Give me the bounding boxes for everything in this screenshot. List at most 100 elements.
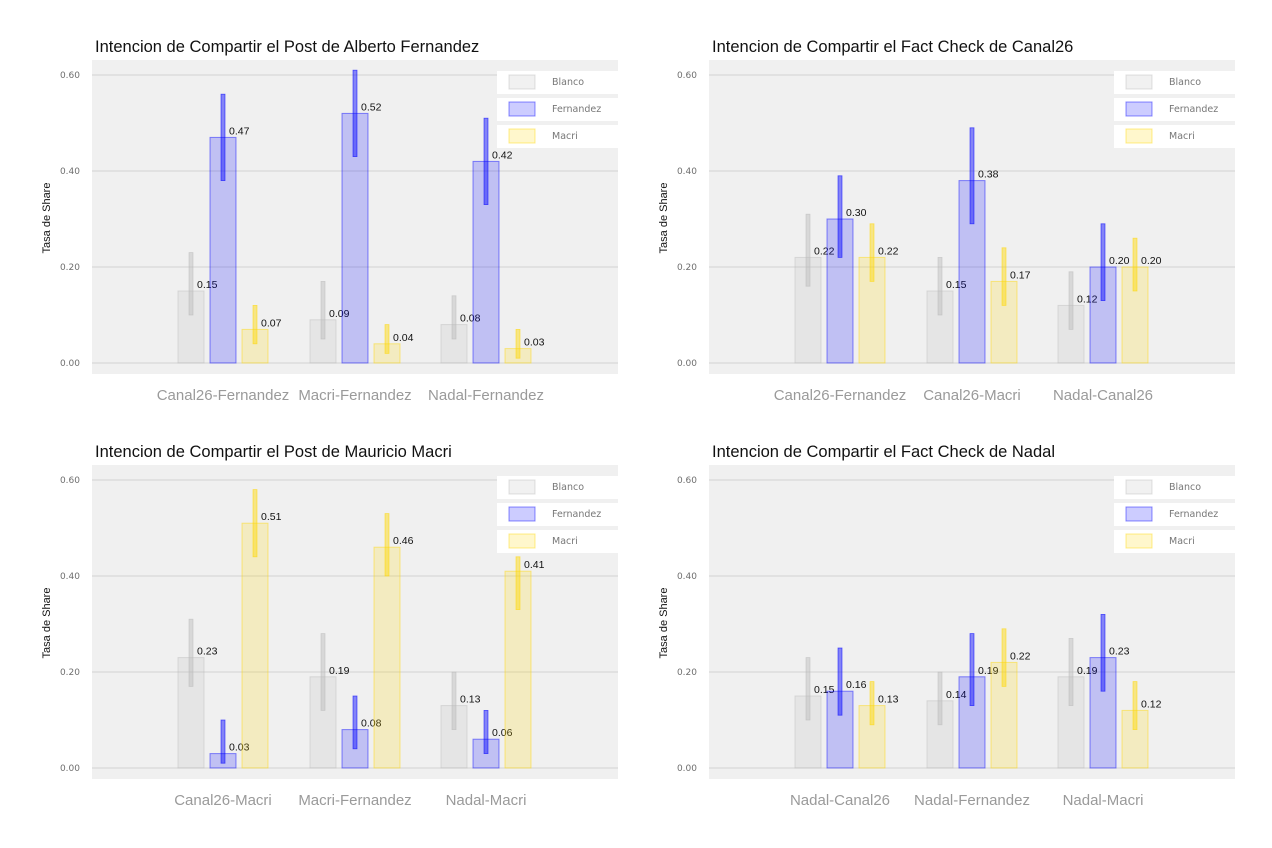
bar [926, 290, 954, 364]
error-bar [805, 213, 811, 287]
error-bar [352, 695, 358, 750]
data-label: 0.38 [978, 169, 999, 181]
y-axis-label: Tasa de Share [41, 182, 53, 254]
data-label: 0.08 [460, 313, 481, 325]
bar [177, 290, 205, 364]
bar [309, 319, 337, 364]
bar [990, 280, 1018, 364]
bar [1121, 266, 1149, 364]
legend-swatch [1125, 506, 1153, 522]
y-tick-label: 0.00 [60, 359, 80, 369]
error-bar [969, 127, 975, 225]
legend-label: Blanco [1169, 482, 1201, 493]
legend-swatch [508, 74, 536, 90]
error-bar [1068, 271, 1074, 330]
bar [794, 256, 822, 364]
chart-title: Intencion de Compartir el Fact Check de … [712, 38, 1074, 56]
error-bar [869, 223, 875, 282]
chart-svg: 0.00 0.20 0.40 0.60 Canal26-Macri Macri-Ferna… [60, 465, 621, 809]
legend-label: Macri [552, 536, 578, 547]
error-bar [1100, 613, 1106, 692]
bar [504, 570, 532, 769]
data-label: 0.52 [361, 101, 382, 113]
legend-key-background [497, 71, 621, 94]
bar [858, 705, 886, 769]
bar [373, 546, 401, 769]
bar [241, 522, 269, 769]
data-label: 0.47 [229, 125, 250, 137]
x-tick-label: Nadal-Fernandez [914, 792, 1030, 809]
error-bar [937, 671, 943, 726]
error-bar [320, 633, 326, 711]
bar [1057, 676, 1085, 769]
legend-key-background [497, 503, 621, 526]
bar [826, 690, 854, 769]
y-tick-label: 0.20 [677, 263, 697, 273]
legend-key-background [497, 98, 621, 121]
legend-label: Fernandez [552, 509, 601, 520]
x-tick-label: Macri-Fernandez [298, 387, 411, 404]
y-tick-label: 0.40 [60, 572, 80, 582]
bar [209, 136, 237, 364]
legend-swatch [508, 128, 536, 144]
bar [1089, 657, 1117, 769]
legend-label: Macri [1169, 131, 1195, 142]
legend-label: Fernandez [1169, 104, 1218, 115]
bar [504, 348, 532, 364]
bar [826, 218, 854, 364]
error-bar [1001, 247, 1007, 306]
y-tick-label: 0.60 [677, 71, 697, 81]
data-label: 0.12 [1077, 293, 1098, 305]
data-label: 0.16 [846, 679, 867, 691]
y-tick-label: 0.40 [677, 572, 697, 582]
error-bar [252, 304, 258, 345]
y-tick-label: 0.40 [60, 167, 80, 177]
data-label: 0.22 [814, 245, 835, 257]
legend-label: Blanco [552, 482, 584, 493]
data-label: 0.07 [261, 317, 282, 329]
chart-panel-4: 0.00 0.20 0.40 0.60 Nadal-Canal26 Nadal-Ferna… [617, 405, 1253, 829]
legend-key-background [1114, 98, 1238, 121]
bar [858, 256, 886, 364]
data-label: 0.06 [492, 727, 513, 739]
y-tick-label: 0.60 [60, 476, 80, 486]
x-tick-label: Nadal-Macri [446, 792, 527, 809]
data-label: 0.09 [329, 308, 350, 320]
error-bar [837, 175, 843, 258]
legend-swatch [508, 533, 536, 549]
legend-swatch [508, 506, 536, 522]
legend-label: Macri [1169, 536, 1195, 547]
error-bar [188, 252, 194, 316]
data-label: 0.42 [492, 149, 513, 161]
legend-label: Macri [552, 131, 578, 142]
legend-swatch [1125, 479, 1153, 495]
error-bar [1001, 628, 1007, 687]
x-tick-label: Canal26-Fernandez [157, 387, 290, 404]
bar [1089, 266, 1117, 364]
legend-swatch [508, 101, 536, 117]
data-label: 0.23 [197, 646, 218, 658]
error-bar [451, 295, 457, 340]
error-bar [220, 93, 226, 181]
error-bar [869, 681, 875, 726]
data-label: 0.22 [1010, 650, 1031, 662]
error-bar [969, 633, 975, 707]
y-tick-label: 0.40 [677, 167, 697, 177]
error-bar [483, 117, 489, 205]
chart-svg: 0.00 0.20 0.40 0.60 Canal26-Fernandez Macri-F… [60, 60, 621, 404]
bar [472, 738, 500, 769]
chart-title: Intencion de Compartir el Fact Check de … [712, 443, 1056, 461]
bar [1121, 709, 1149, 769]
legend-key-background [1114, 503, 1238, 526]
data-label: 0.23 [1109, 646, 1130, 658]
data-label: 0.20 [1109, 255, 1130, 267]
error-bar [805, 657, 811, 721]
legend-key-background [1114, 71, 1238, 94]
y-tick-label: 0.20 [60, 668, 80, 678]
legend-key-background [497, 476, 621, 499]
error-bar [252, 489, 258, 558]
data-label: 0.51 [261, 511, 282, 523]
x-tick-label: Nadal-Canal26 [790, 792, 890, 809]
chart-panel-2: 0.00 0.20 0.40 0.60 Canal26-Fernandez Canal26… [617, 0, 1253, 424]
x-tick-label: Canal26-Fernandez [774, 387, 907, 404]
